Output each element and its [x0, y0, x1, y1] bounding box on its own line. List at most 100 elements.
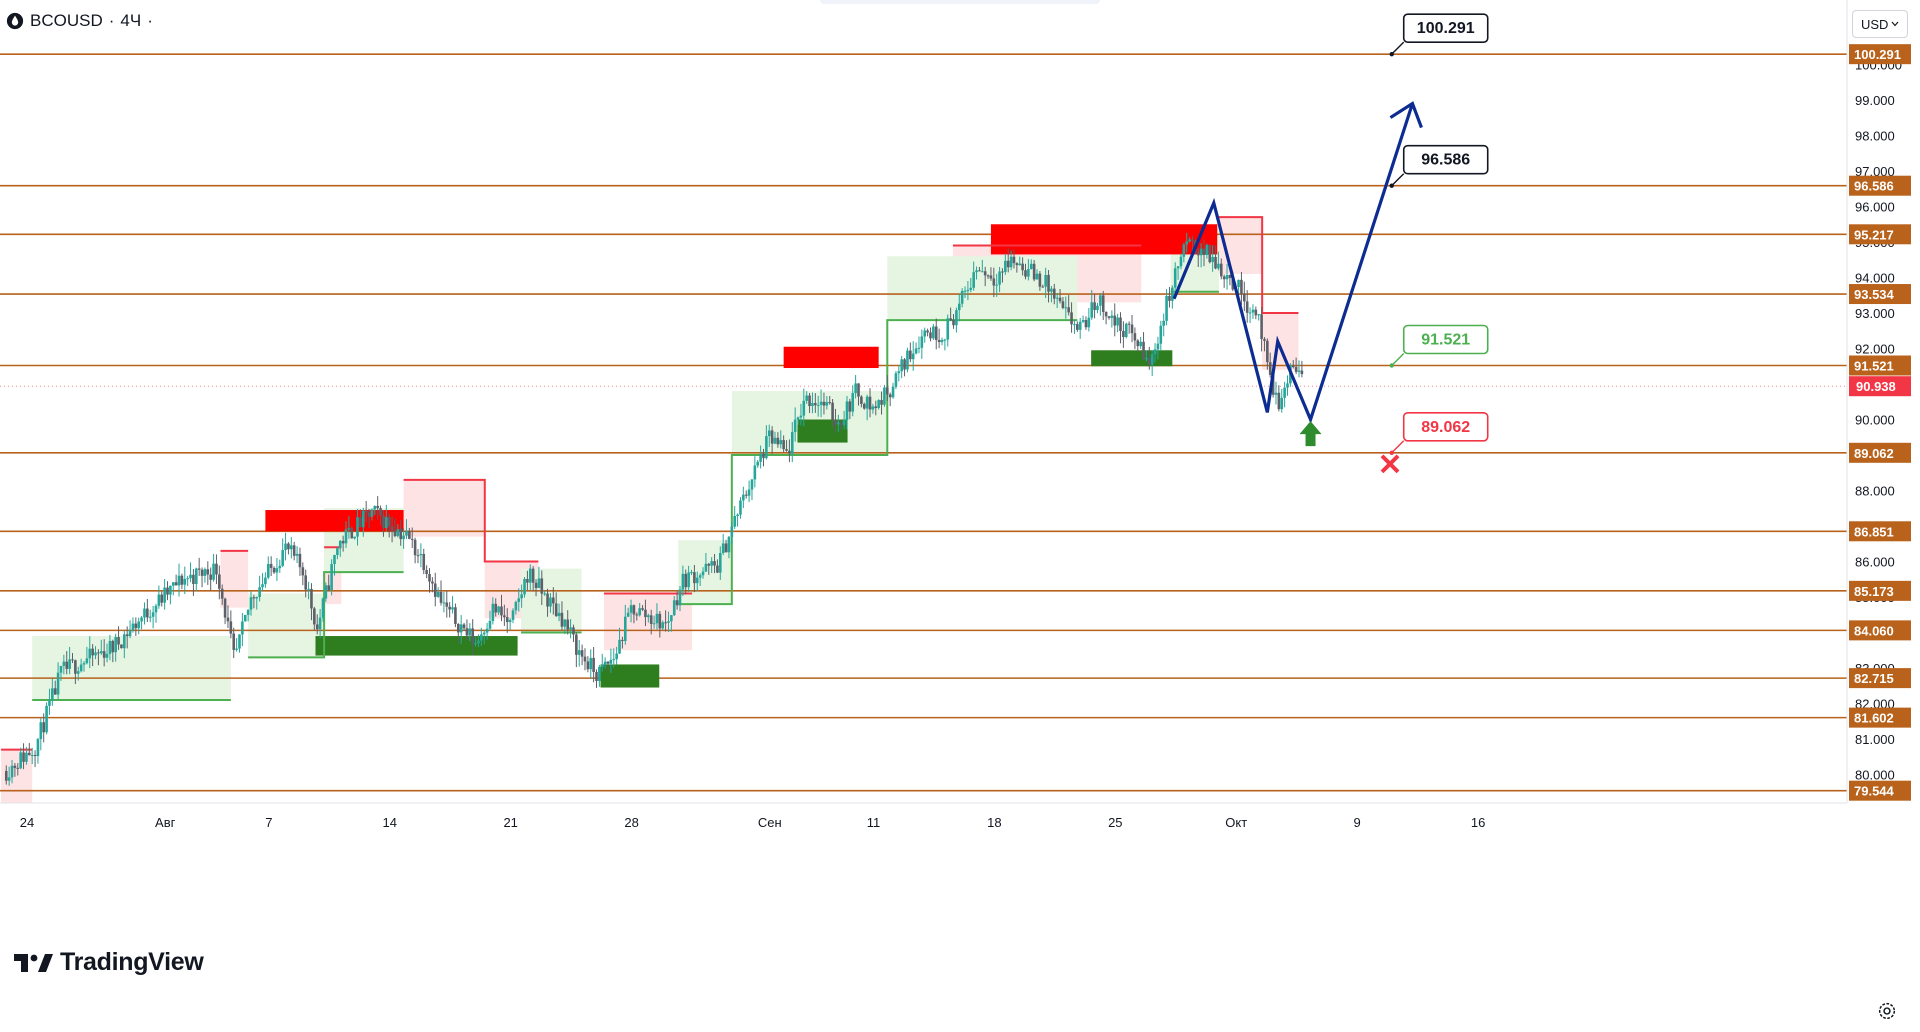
candle [816, 395, 820, 417]
candle-body [626, 612, 630, 617]
x-tick-label: 14 [383, 815, 397, 830]
time-axis[interactable]: 24 Авг 7 14 21 28 Сен 11 18 25 Окт 9 16 [0, 802, 1920, 1032]
candle [1286, 375, 1289, 396]
candle-body [243, 614, 247, 622]
candle [612, 648, 616, 668]
candle-body [264, 577, 267, 585]
candle [396, 523, 400, 538]
candle-body [969, 287, 973, 290]
candle [1191, 235, 1194, 252]
candle [1248, 307, 1252, 323]
candle-body [1012, 256, 1016, 264]
candle [1240, 271, 1243, 306]
candle [114, 633, 117, 662]
candle [911, 341, 915, 371]
candle-body [1171, 287, 1174, 301]
candle-body [1196, 251, 1200, 256]
candle [367, 508, 371, 529]
candle [647, 613, 650, 623]
candle [670, 615, 673, 632]
candle-body [94, 652, 97, 656]
trail-red-line [1, 216, 1299, 751]
candle [255, 596, 259, 610]
candle [822, 392, 826, 415]
candle-body [36, 739, 40, 757]
candle [1029, 259, 1033, 270]
candle [779, 430, 783, 449]
timeframe-label[interactable]: 4Ч [120, 11, 142, 30]
candle-body [957, 303, 961, 311]
candle-body [1027, 268, 1030, 277]
candle-body [396, 529, 400, 537]
candle-body [776, 437, 780, 445]
gear-icon[interactable] [1876, 1000, 1898, 1022]
candle-body [42, 722, 45, 733]
candle-body [1176, 266, 1180, 269]
candle-body [649, 615, 653, 624]
candle [975, 266, 978, 280]
candle [137, 617, 141, 635]
candle-body [324, 585, 328, 599]
candle [678, 585, 682, 612]
candle [315, 614, 319, 635]
tradingview-logo[interactable]: TradingView [14, 948, 204, 977]
candle-body [390, 526, 394, 531]
candle [1096, 302, 1099, 314]
candle-body [546, 593, 549, 607]
currency-selector[interactable]: USD [1852, 10, 1908, 38]
candle-body [275, 568, 279, 573]
price-axis[interactable]: 80.00081.00082.00083.00084.00085.00086.0… [1846, 0, 1920, 803]
candle [154, 603, 158, 623]
candle [845, 395, 849, 430]
candle [258, 575, 261, 602]
candle [528, 564, 532, 590]
candle-body [808, 395, 811, 407]
candle-body [1067, 307, 1070, 313]
symbol-header[interactable]: BCOUSD · 4Ч · [6, 8, 153, 34]
level-price-tag-1 [1849, 175, 1911, 196]
candle [963, 286, 967, 298]
candle-body [664, 622, 667, 624]
candle [1294, 357, 1298, 375]
target-callout-0: 100.291 [1389, 13, 1489, 57]
candle-body [456, 623, 460, 633]
candle-body [74, 660, 77, 674]
candle-body [436, 591, 440, 597]
candle-body [695, 577, 699, 584]
candle [1035, 269, 1039, 280]
candle [431, 577, 434, 593]
candle-body [1041, 286, 1045, 288]
candle-body [566, 619, 570, 630]
candle [883, 384, 886, 407]
candle [966, 280, 970, 301]
candle [1122, 321, 1125, 348]
candle-body [503, 615, 506, 618]
candle [321, 597, 325, 622]
level-price-label: 84.060 [1854, 623, 1894, 638]
candle [1277, 385, 1281, 412]
candle [834, 408, 837, 434]
candle [105, 643, 109, 663]
x-tick-label: 11 [867, 815, 881, 830]
candle [1202, 239, 1206, 267]
candle-body [932, 326, 935, 339]
candle [742, 486, 745, 509]
candle-body [557, 612, 561, 617]
candle [62, 654, 66, 675]
trail-fill-red-3 [403, 479, 485, 537]
candle [1254, 306, 1258, 320]
candle [693, 565, 696, 593]
candle-body [1237, 279, 1240, 288]
candle-body [474, 643, 477, 645]
candle-body [762, 453, 765, 459]
candle-body [402, 535, 405, 540]
candle [606, 661, 610, 672]
candle [885, 375, 889, 402]
level-price-tag-3 [1849, 284, 1911, 305]
candle-body [241, 621, 244, 635]
candle-body [767, 430, 771, 437]
candle [318, 609, 322, 639]
candle [704, 552, 708, 573]
candle-body [713, 561, 716, 566]
